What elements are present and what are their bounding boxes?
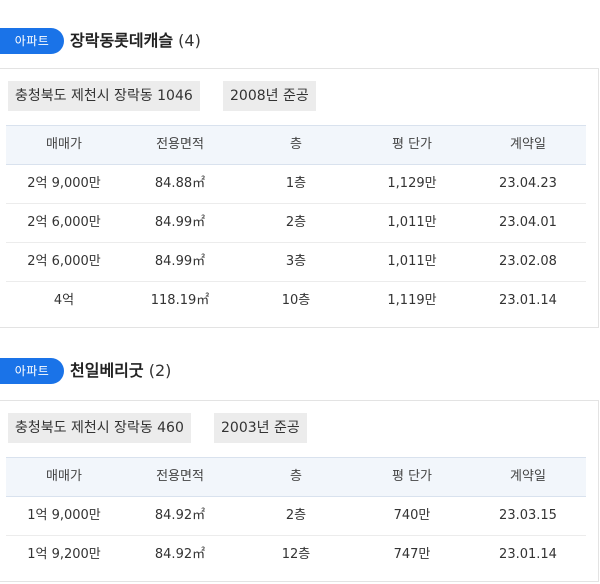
built-year-chip: 2008년 준공 xyxy=(223,81,316,111)
table-row: 2억 6,000만 84.99㎡ 3층 1,011만 23.02.08 xyxy=(6,243,586,282)
cell-floor: 1층 xyxy=(285,176,307,191)
cell-price: 4억 xyxy=(53,293,75,308)
cell-floor: 3층 xyxy=(285,254,307,269)
cell-floor: 10층 xyxy=(281,293,311,308)
column-header-contract-date: 계약일 xyxy=(510,137,546,152)
cell-area: 84.92㎡ xyxy=(154,547,206,562)
complex-name: 장락동롯데캐슬 xyxy=(70,31,174,50)
transaction-count: (4) xyxy=(178,31,201,50)
column-header-floor: 층 xyxy=(290,137,302,152)
table-row: 2억 6,000만 84.99㎡ 2층 1,011만 23.04.01 xyxy=(6,204,586,243)
listing-card: 충청북도 제천시 장락동 460 2003년 준공 매매가 전용면적 층 평 단… xyxy=(0,400,599,582)
cell-price: 1억 9,000만 xyxy=(27,508,101,523)
address-chip: 충청북도 제천시 장락동 460 xyxy=(8,413,191,443)
cell-floor: 2층 xyxy=(285,508,307,523)
cell-unit-price: 1,129만 xyxy=(387,176,437,191)
cell-contract-date: 23.01.14 xyxy=(499,293,557,308)
cell-area: 84.88㎡ xyxy=(154,176,206,191)
complex-name: 천일베리굿 xyxy=(70,361,144,380)
cell-contract-date: 23.04.23 xyxy=(499,176,557,191)
column-header-contract-date: 계약일 xyxy=(510,469,546,484)
cell-unit-price: 747만 xyxy=(393,547,431,562)
cell-contract-date: 23.03.15 xyxy=(499,508,557,523)
table-header: 매매가 전용면적 층 평 단가 계약일 xyxy=(6,125,586,165)
built-year-chip: 2003년 준공 xyxy=(214,413,307,443)
property-type-badge: 아파트 xyxy=(0,28,64,54)
cell-price: 2억 6,000만 xyxy=(27,215,101,230)
complex-title[interactable]: 장락동롯데캐슬 (4) xyxy=(70,28,201,54)
table-row: 1억 9,200만 84.92㎡ 12층 747만 23.01.14 xyxy=(6,536,586,574)
column-header-price: 매매가 xyxy=(46,137,82,152)
cell-price: 1억 9,200만 xyxy=(27,547,101,562)
transaction-table: 매매가 전용면적 층 평 단가 계약일 2억 9,000만 84.88㎡ 1층 … xyxy=(6,125,586,320)
column-header-area: 전용면적 xyxy=(156,469,204,484)
cell-area: 84.92㎡ xyxy=(154,508,206,523)
cell-unit-price: 1,119만 xyxy=(387,293,437,308)
table-row: 2억 9,000만 84.88㎡ 1층 1,129만 23.04.23 xyxy=(6,165,586,204)
column-header-unit-price: 평 단가 xyxy=(391,469,432,484)
cell-contract-date: 23.01.14 xyxy=(499,547,557,562)
cell-price: 2억 9,000만 xyxy=(27,176,101,191)
column-header-unit-price: 평 단가 xyxy=(391,137,432,152)
table-header: 매매가 전용면적 층 평 단가 계약일 xyxy=(6,457,586,497)
cell-floor: 12층 xyxy=(281,547,311,562)
table-row: 1억 9,000만 84.92㎡ 2층 740만 23.03.15 xyxy=(6,497,586,536)
cell-area: 118.19㎡ xyxy=(150,293,210,308)
column-header-area: 전용면적 xyxy=(156,137,204,152)
cell-unit-price: 740만 xyxy=(393,508,431,523)
listing-heading: 아파트 천일베리굿 (2) xyxy=(0,358,600,384)
cell-unit-price: 1,011만 xyxy=(387,215,437,230)
complex-title[interactable]: 천일베리굿 (2) xyxy=(70,358,171,384)
address-chip: 충청북도 제천시 장락동 1046 xyxy=(8,81,200,111)
column-header-price: 매매가 xyxy=(46,469,82,484)
listing-heading: 아파트 장락동롯데캐슬 (4) xyxy=(0,28,600,54)
cell-area: 84.99㎡ xyxy=(154,215,206,230)
column-header-floor: 층 xyxy=(290,469,302,484)
transaction-table: 매매가 전용면적 층 평 단가 계약일 1억 9,000만 84.92㎡ 2층 … xyxy=(6,457,586,574)
cell-unit-price: 1,011만 xyxy=(387,254,437,269)
cell-floor: 2층 xyxy=(285,215,307,230)
cell-contract-date: 23.04.01 xyxy=(499,215,557,230)
listing-card: 충청북도 제천시 장락동 1046 2008년 준공 매매가 전용면적 층 평 … xyxy=(0,68,599,328)
transaction-count: (2) xyxy=(148,361,172,380)
cell-contract-date: 23.02.08 xyxy=(499,254,557,269)
cell-price: 2억 6,000만 xyxy=(27,254,101,269)
property-type-badge: 아파트 xyxy=(0,358,64,384)
cell-area: 84.99㎡ xyxy=(154,254,206,269)
table-row: 4억 118.19㎡ 10층 1,119만 23.01.14 xyxy=(6,282,586,320)
